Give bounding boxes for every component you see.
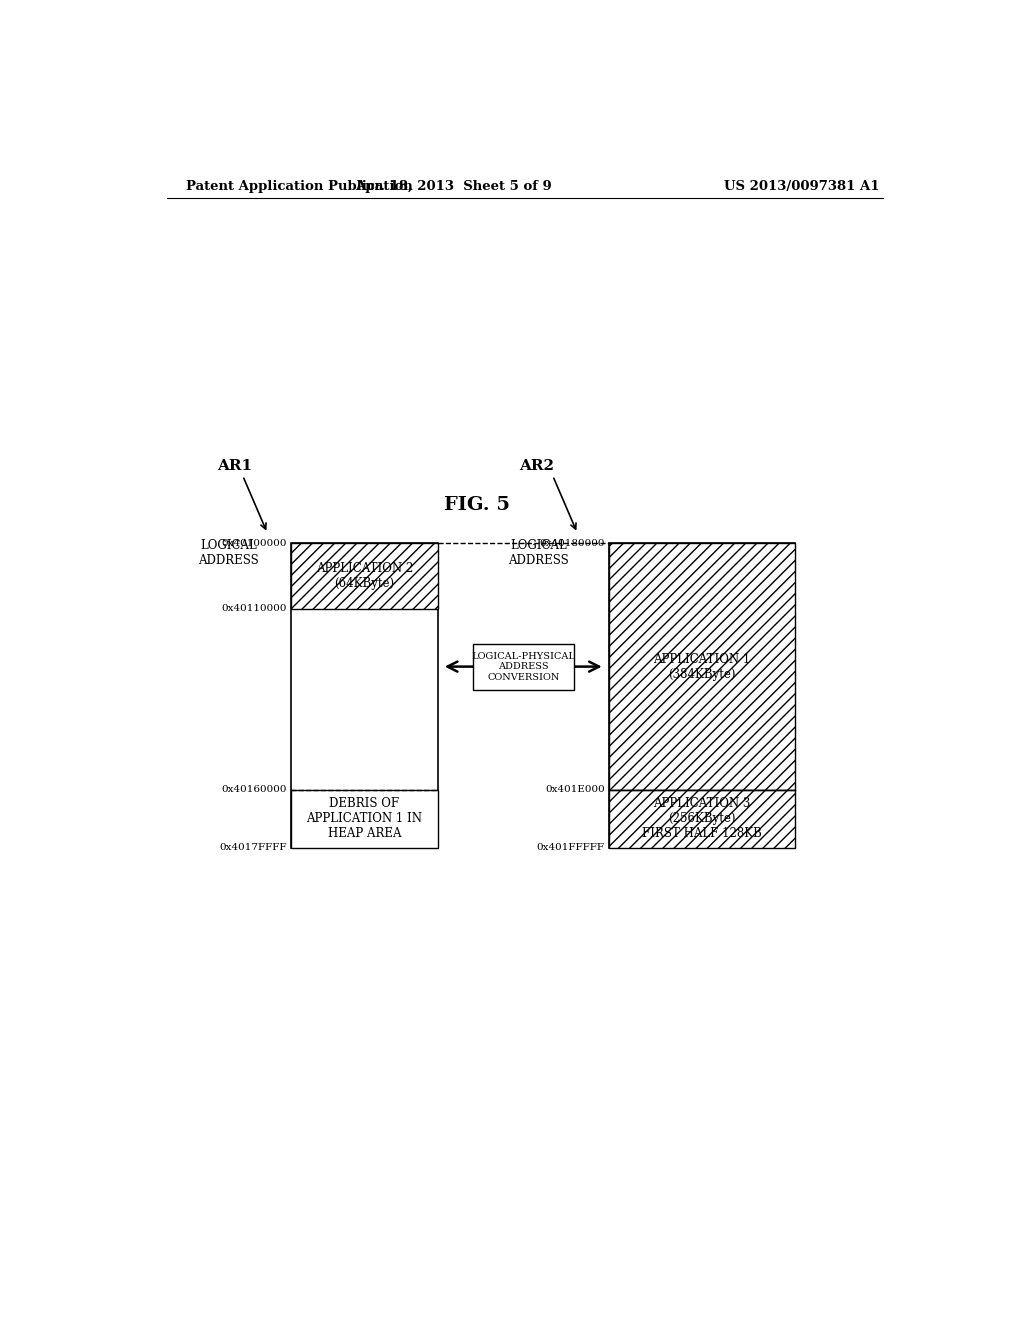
Text: LOGICAL-PHYSICAL
ADDRESS
CONVERSION: LOGICAL-PHYSICAL ADDRESS CONVERSION [471,652,575,681]
Text: 0x40180000: 0x40180000 [539,539,604,548]
Bar [608,544,795,847]
Text: RAM: RAM [349,546,380,560]
Bar [473,644,573,689]
Bar [291,544,438,847]
Text: FIG. 5: FIG. 5 [443,496,510,513]
Text: 0x40160000: 0x40160000 [221,785,287,795]
Bar [608,544,795,789]
Text: APPLICATION 1
(384KByte): APPLICATION 1 (384KByte) [653,652,751,681]
Text: 0x4017FFFF: 0x4017FFFF [219,843,287,851]
Text: AR1: AR1 [217,459,252,474]
Text: LOGICAL
ADDRESS: LOGICAL ADDRESS [199,539,259,566]
Bar [291,544,438,609]
Bar [291,789,438,847]
Text: LOGICAL
ADDRESS: LOGICAL ADDRESS [508,539,569,566]
Text: 0x40110000: 0x40110000 [221,605,287,614]
Text: APPLICATION 3
(256KByte)
FIRST HALF 128KB: APPLICATION 3 (256KByte) FIRST HALF 128K… [642,797,762,840]
Text: Apr. 18, 2013  Sheet 5 of 9: Apr. 18, 2013 Sheet 5 of 9 [355,181,552,194]
Text: 0x401E000: 0x401E000 [545,785,604,795]
Text: RAM: RAM [686,546,717,560]
Text: 0x401FFFFF: 0x401FFFFF [537,843,604,851]
Text: APPLICATION 2
(64KByte): APPLICATION 2 (64KByte) [315,562,413,590]
Text: DEBRIS OF
APPLICATION 1 IN
HEAP AREA: DEBRIS OF APPLICATION 1 IN HEAP AREA [306,797,422,840]
Text: AR2: AR2 [519,459,554,474]
Text: 0x40100000: 0x40100000 [221,539,287,548]
Text: Patent Application Publication: Patent Application Publication [186,181,413,194]
Bar [608,789,795,847]
Text: US 2013/0097381 A1: US 2013/0097381 A1 [725,181,880,194]
